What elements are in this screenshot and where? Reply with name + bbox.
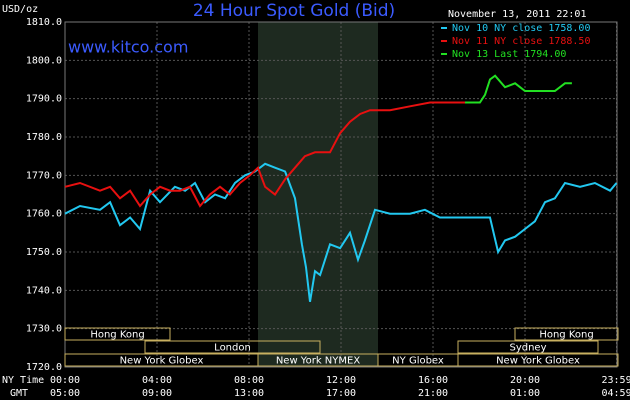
y-tick-label: 1760.0 — [26, 209, 62, 220]
legend-label: Nov 11 NY close 1788.50 — [452, 36, 590, 47]
x-tick-label-gmt: 04:59 — [601, 388, 630, 399]
x-tick-label-gmt: 05:00 — [50, 388, 80, 399]
legend-label: Nov 13 Last 1794.00 — [452, 49, 566, 60]
watermark: www.kitco.com — [68, 38, 188, 57]
chart-title: 24 Hour Spot Gold (Bid) — [193, 1, 395, 21]
price-line — [465, 74, 572, 104]
y-tick-label: 1730.0 — [26, 324, 62, 335]
session-box — [144, 340, 321, 354]
session-box — [457, 340, 599, 354]
session-box — [64, 327, 171, 341]
plot-frame — [64, 21, 618, 368]
x-tick-label: 23:59 — [601, 375, 630, 386]
chart-subtitle: November 13, 2011 22:01 — [448, 9, 586, 20]
y-tick-label: 1770.0 — [26, 170, 62, 181]
x-tick-label: 20:00 — [510, 375, 540, 386]
x-tick-label: 08:00 — [234, 375, 264, 386]
x-row-label: GMT — [10, 388, 28, 399]
x-tick-label: 12:00 — [326, 375, 356, 386]
y-tick-label: 1740.0 — [26, 285, 62, 296]
x-tick-label-gmt: 13:00 — [234, 388, 264, 399]
y-tick-label: 1780.0 — [26, 132, 62, 143]
session-label: New York NYMEX — [276, 356, 361, 367]
session-label: Hong Kong — [539, 330, 593, 341]
y-tick-label: 1750.0 — [26, 247, 62, 258]
x-tick-label-gmt: 17:00 — [326, 388, 356, 399]
x-tick-label: 04:00 — [142, 375, 172, 386]
session-box — [457, 353, 619, 367]
session-label: New York Globex — [120, 356, 204, 367]
y-tick-label: 1800.0 — [26, 55, 62, 66]
x-tick-label-gmt: 21:00 — [418, 388, 448, 399]
session-box — [514, 327, 619, 341]
price-line — [64, 162, 618, 302]
x-row-label: NY Time — [2, 375, 44, 386]
session-label: Sydney — [509, 343, 546, 354]
y-tick-label: 1790.0 — [26, 94, 62, 105]
nymex-shade — [258, 22, 378, 367]
y-tick-label: 1720.0 — [26, 362, 62, 373]
x-tick-label: 00:00 — [50, 375, 80, 386]
x-tick-label-gmt: 01:00 — [510, 388, 540, 399]
session-label: London — [214, 343, 251, 354]
x-tick-label-gmt: 09:00 — [142, 388, 172, 399]
price-line — [64, 101, 465, 208]
session-label: Hong Kong — [90, 330, 144, 341]
session-label: NY Globex — [392, 356, 444, 367]
session-label: New York Globex — [496, 356, 580, 367]
y-axis-label: USD/oz — [2, 4, 38, 15]
legend-label: Nov 10 NY close 1758.00 — [452, 23, 590, 34]
x-tick-label: 16:00 — [418, 375, 448, 386]
y-tick-label: 1810.0 — [26, 17, 62, 28]
